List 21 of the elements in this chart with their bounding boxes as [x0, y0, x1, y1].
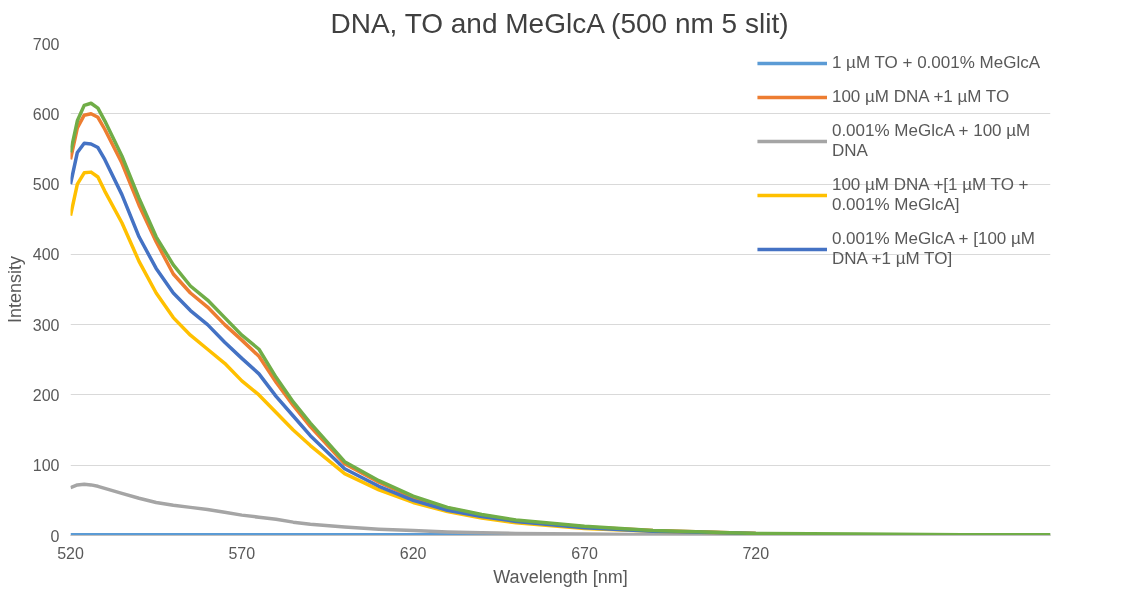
- y-tick-label: 700: [32, 35, 60, 53]
- x-axis-title: Wavelength [nm]: [493, 566, 628, 587]
- x-tick-label: 720: [742, 544, 770, 562]
- y-tick-label: 500: [32, 176, 60, 194]
- chart-title: DNA, TO and MeGlcA (500 nm 5 slit): [330, 7, 789, 39]
- x-tick-label: 620: [399, 544, 427, 562]
- y-tick-label: 300: [32, 316, 60, 334]
- y-axis-title: Intensity: [4, 255, 25, 324]
- x-tick-label: 520: [57, 544, 84, 562]
- x-tick-label: 670: [571, 544, 598, 562]
- legend-label: 1 µM TO + 0.001% MeGlcA: [831, 53, 1040, 73]
- legend-label: 0.001% MeGlcA + [100 µM DNA +1 µM TO]: [831, 229, 1035, 269]
- y-tick-label: 0: [50, 527, 60, 545]
- legend-label: 100 µM DNA +1 µM TO: [831, 87, 1010, 107]
- y-tick-label: 200: [32, 386, 60, 404]
- y-tick-label: 600: [32, 105, 60, 123]
- x-tick-label: 570: [228, 544, 256, 562]
- y-tick-label: 100: [32, 457, 60, 475]
- legend-label: 100 µM DNA +[1 µM TO + 0.001% MeGlcA]: [831, 175, 1029, 215]
- y-tick-label: 400: [32, 246, 60, 264]
- legend-label: 0.001% MeGlcA + 100 µM DNA: [831, 121, 1031, 161]
